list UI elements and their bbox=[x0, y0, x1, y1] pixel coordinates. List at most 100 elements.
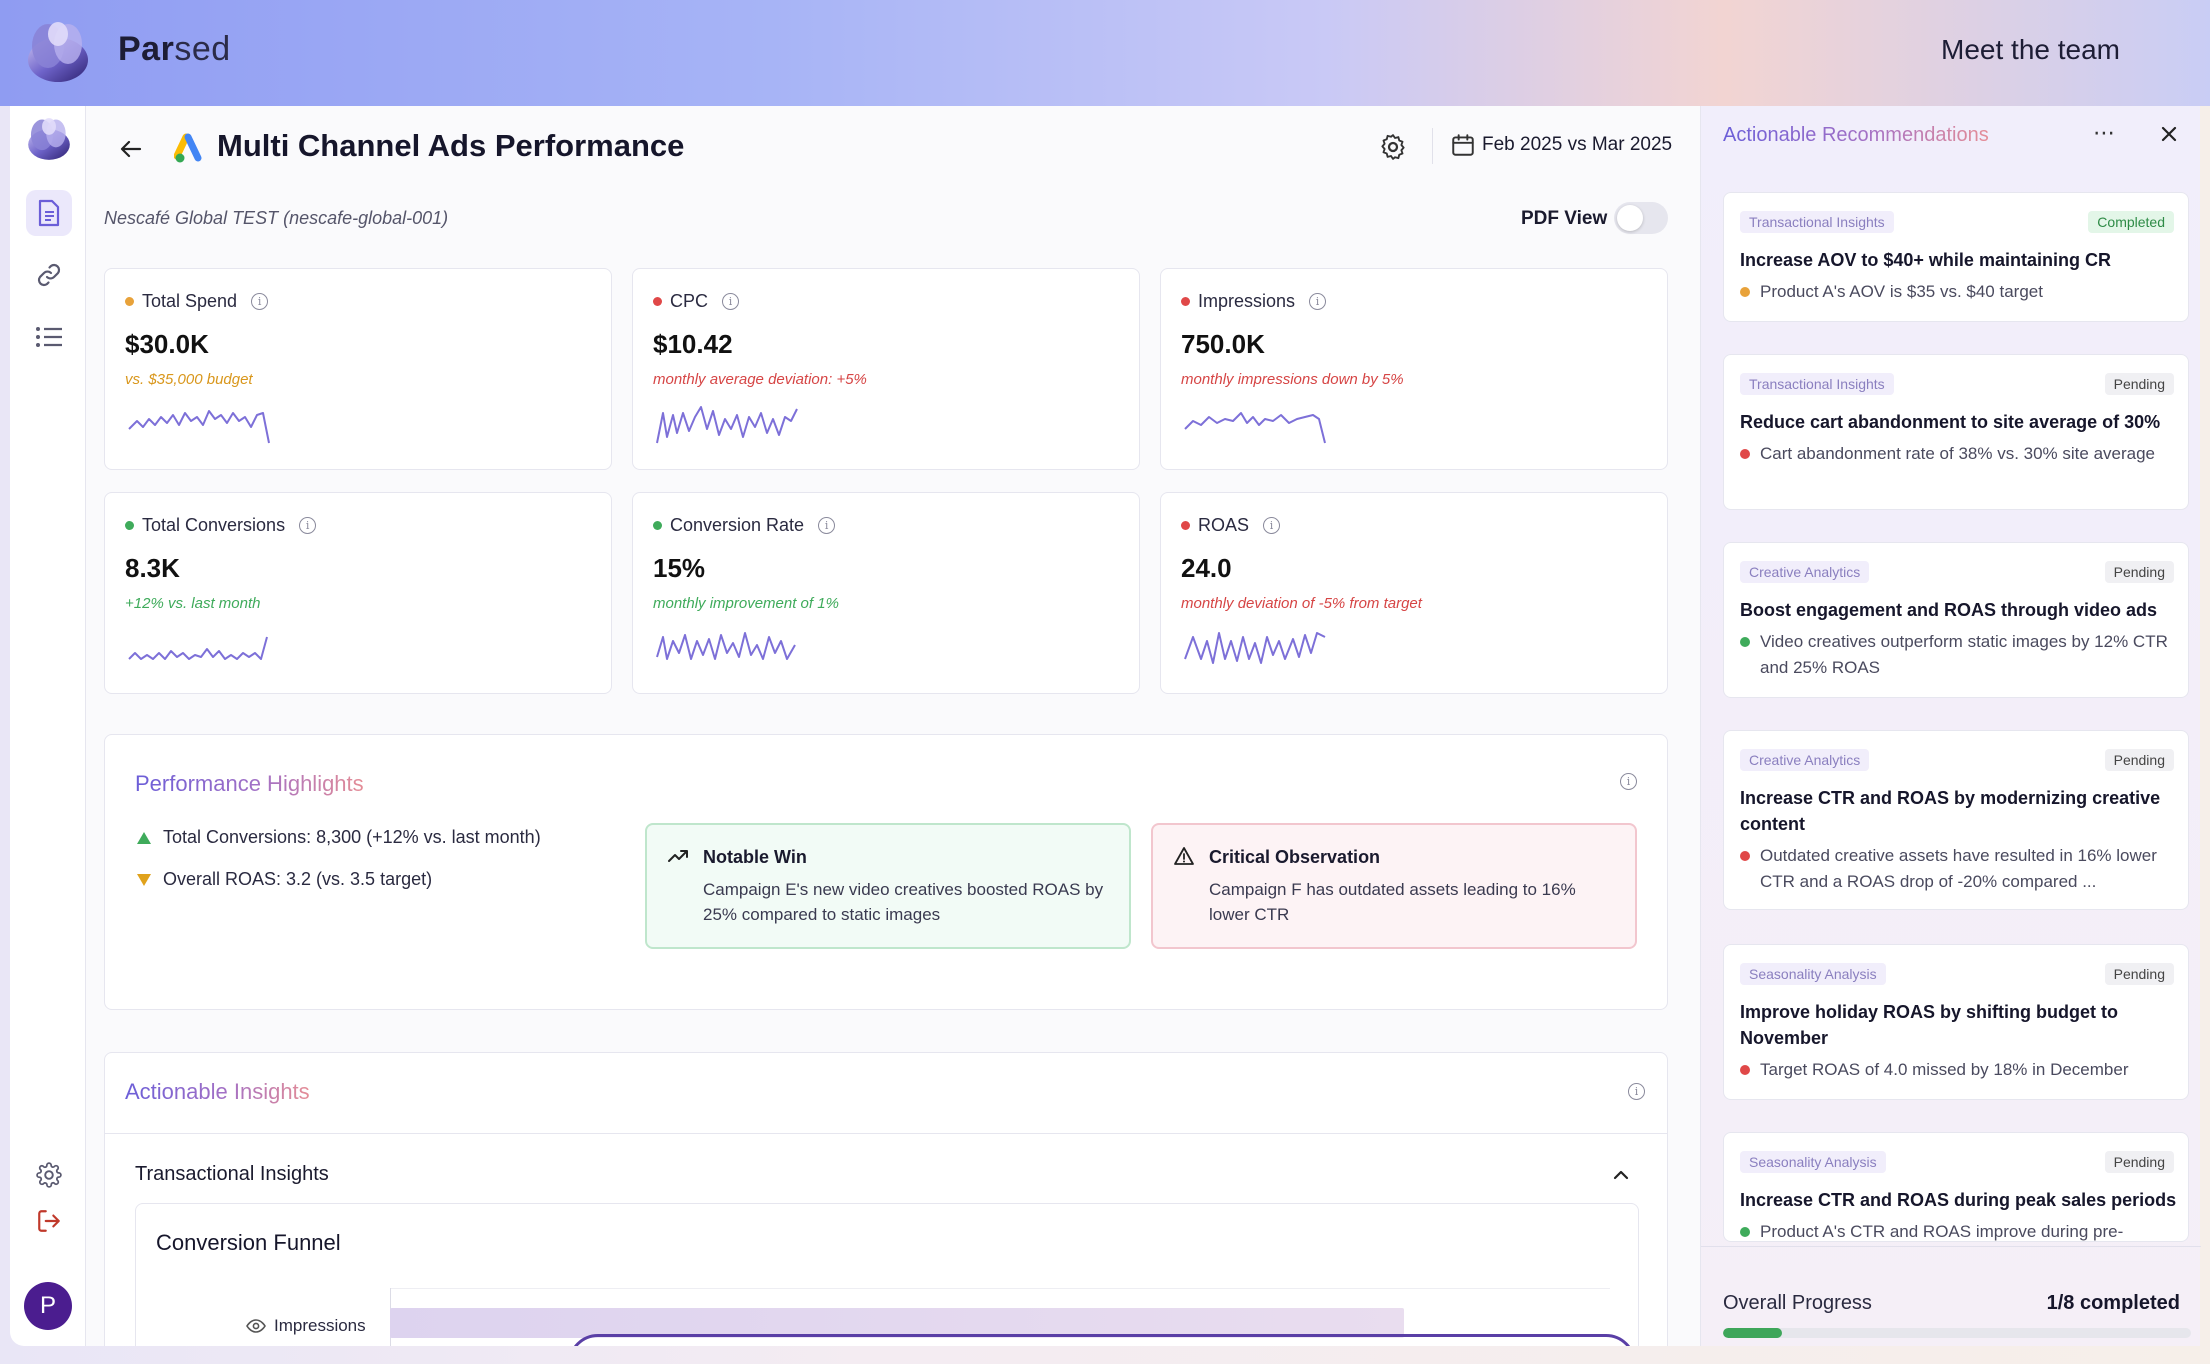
metric-value: 8.3K bbox=[125, 553, 180, 583]
transactional-insights-header[interactable]: Transactional Insights bbox=[135, 1163, 329, 1185]
document-icon bbox=[38, 199, 60, 227]
sidebar-item-reports[interactable] bbox=[26, 190, 72, 236]
status-dot bbox=[1740, 449, 1750, 459]
divider bbox=[1701, 1246, 2201, 1247]
recommendation-title: Reduce cart abandonment to site average … bbox=[1740, 412, 2161, 432]
recommendation-card[interactable]: Creative Analytics Pending Increase CTR an… bbox=[1723, 730, 2189, 910]
toggle-knob bbox=[1617, 205, 1643, 231]
recommendation-title: Increase AOV to $40+ while maintaining C… bbox=[1740, 250, 2111, 270]
metric-value: $30.0K bbox=[125, 329, 209, 359]
link-icon bbox=[37, 263, 61, 287]
recommendations-title: Actionable Recommendations bbox=[1723, 124, 1989, 146]
conversion-funnel: Conversion Funnel Impressions bbox=[135, 1203, 1639, 1346]
gear-icon[interactable] bbox=[1378, 132, 1408, 162]
metric-value: $10.42 bbox=[653, 329, 733, 359]
metric-label: Conversion Rate i bbox=[653, 515, 836, 536]
metric-label: ROAS i bbox=[1181, 515, 1281, 536]
top-bar: Parsed Meet the team bbox=[0, 0, 2210, 106]
info-icon[interactable]: i bbox=[1309, 293, 1327, 310]
highlights-title: Performance Highlights bbox=[135, 771, 364, 796]
metric-note: monthly average deviation: +5% bbox=[653, 371, 867, 388]
status-badge: Pending bbox=[2104, 963, 2174, 985]
status-badge: Pending bbox=[2104, 373, 2174, 395]
sparkline bbox=[656, 406, 798, 444]
sparkline bbox=[1184, 632, 1326, 664]
triangle-down-icon bbox=[137, 873, 151, 886]
info-icon[interactable]: i bbox=[1620, 773, 1637, 790]
status-dot bbox=[1740, 287, 1750, 297]
metric-card: Conversion Rate i 15% monthly improvement o… bbox=[632, 492, 1140, 694]
avatar[interactable]: P bbox=[24, 1282, 72, 1330]
main-content: Multi Channel Ads Performance Feb 2025 v… bbox=[86, 106, 1700, 1346]
info-icon[interactable]: i bbox=[1628, 1083, 1645, 1100]
recommendation-card[interactable]: Creative Analytics Pending Boost engagemen… bbox=[1723, 542, 2189, 698]
meet-the-team-link[interactable]: Meet the team bbox=[1941, 34, 2120, 65]
category-tag: Seasonality Analysis bbox=[1740, 1151, 1886, 1173]
progress-bar bbox=[1723, 1328, 2191, 1338]
eye-icon bbox=[246, 1319, 266, 1333]
logo-icon[interactable] bbox=[24, 114, 74, 164]
progress-fill bbox=[1723, 1328, 1782, 1338]
funnel-bar-impressions bbox=[390, 1308, 1404, 1338]
highlight-item: Total Conversions: 8,300 (+12% vs. last … bbox=[137, 827, 541, 848]
funnel-gridline bbox=[390, 1288, 1610, 1289]
actionable-insights: Actionable Insights i Transactional Insi… bbox=[104, 1052, 1668, 1346]
status-badge: Pending bbox=[2104, 561, 2174, 583]
recommendation-card[interactable]: Seasonality Analysis Pending Increase CTR … bbox=[1723, 1132, 2189, 1242]
gear-icon bbox=[36, 1162, 62, 1188]
floating-input-pill[interactable] bbox=[568, 1334, 1636, 1346]
metric-label: Total Spend i bbox=[125, 291, 269, 312]
sidebar-settings-button[interactable] bbox=[26, 1152, 72, 1198]
progress-count: 1/8 completed bbox=[2046, 1292, 2180, 1314]
sidebar-item-list[interactable] bbox=[26, 314, 72, 360]
sidebar-item-connections[interactable] bbox=[26, 252, 72, 298]
status-dot bbox=[1740, 1227, 1750, 1237]
more-icon[interactable]: ⋯ bbox=[2093, 120, 2115, 145]
info-icon[interactable]: i bbox=[299, 517, 317, 534]
status-dot bbox=[125, 521, 134, 530]
logo-icon[interactable] bbox=[22, 16, 94, 88]
status-dot bbox=[1181, 521, 1190, 530]
divider bbox=[105, 1133, 1667, 1134]
recommendation-card[interactable]: Transactional Insights Pending Reduce cart… bbox=[1723, 354, 2189, 510]
recommendation-title: Increase CTR and ROAS by modernizing cre… bbox=[1740, 788, 2161, 834]
metric-note: +12% vs. last month bbox=[125, 595, 261, 612]
brand-name: Parsed bbox=[118, 30, 231, 68]
info-icon[interactable]: i bbox=[251, 293, 269, 310]
category-tag: Seasonality Analysis bbox=[1740, 963, 1886, 985]
recommendation-card[interactable]: Seasonality Analysis Pending Improve holid… bbox=[1723, 944, 2189, 1100]
info-icon[interactable]: i bbox=[818, 517, 836, 534]
chevron-up-icon[interactable] bbox=[1611, 1165, 1631, 1185]
sidebar-logout-button[interactable] bbox=[26, 1198, 72, 1244]
list-icon bbox=[36, 327, 62, 347]
back-arrow-icon[interactable] bbox=[116, 134, 146, 164]
trend-up-icon bbox=[668, 850, 688, 862]
metric-note: vs. $35,000 budget bbox=[125, 371, 253, 388]
metric-label: Total Conversions i bbox=[125, 515, 317, 536]
metric-card: CPC i $10.42 monthly average deviation: +5% bbox=[632, 268, 1140, 470]
pdf-view-toggle[interactable] bbox=[1614, 202, 1668, 234]
recommendation-card[interactable]: Transactional Insights Completed Increase … bbox=[1723, 192, 2189, 322]
account-name: Nescafé Global TEST (nescafe-global-001) bbox=[104, 208, 449, 228]
status-dot bbox=[1181, 297, 1190, 306]
status-dot bbox=[653, 297, 662, 306]
notable-win-box: Notable Win Campaign E's new video creat… bbox=[645, 823, 1131, 949]
status-badge: Pending bbox=[2104, 749, 2174, 771]
recommendations-panel: Actionable Recommendations ⋯ Transaction… bbox=[1700, 106, 2201, 1346]
info-icon[interactable]: i bbox=[722, 293, 740, 310]
calendar-icon[interactable] bbox=[1450, 132, 1476, 158]
recommendation-title: Improve holiday ROAS by shifting budget … bbox=[1740, 1002, 2119, 1048]
metric-note: monthly deviation of -5% from target bbox=[1181, 595, 1422, 612]
metric-card: Total Conversions i 8.3K +12% vs. last mont… bbox=[104, 492, 612, 694]
date-range-selector[interactable]: Feb 2025 vs Mar 2025 bbox=[1482, 134, 1673, 155]
funnel-title: Conversion Funnel bbox=[156, 1230, 341, 1255]
info-icon[interactable]: i bbox=[1263, 517, 1281, 534]
recommendation-title: Increase CTR and ROAS during peak sales … bbox=[1740, 1190, 2177, 1210]
progress-label: Overall Progress bbox=[1723, 1292, 1872, 1314]
close-icon[interactable] bbox=[2157, 122, 2181, 146]
sidebar: P bbox=[10, 106, 86, 1346]
warning-icon bbox=[1174, 847, 1194, 865]
sparkline bbox=[128, 636, 268, 660]
logout-icon bbox=[38, 1210, 60, 1232]
category-tag: Transactional Insights bbox=[1740, 373, 1894, 395]
